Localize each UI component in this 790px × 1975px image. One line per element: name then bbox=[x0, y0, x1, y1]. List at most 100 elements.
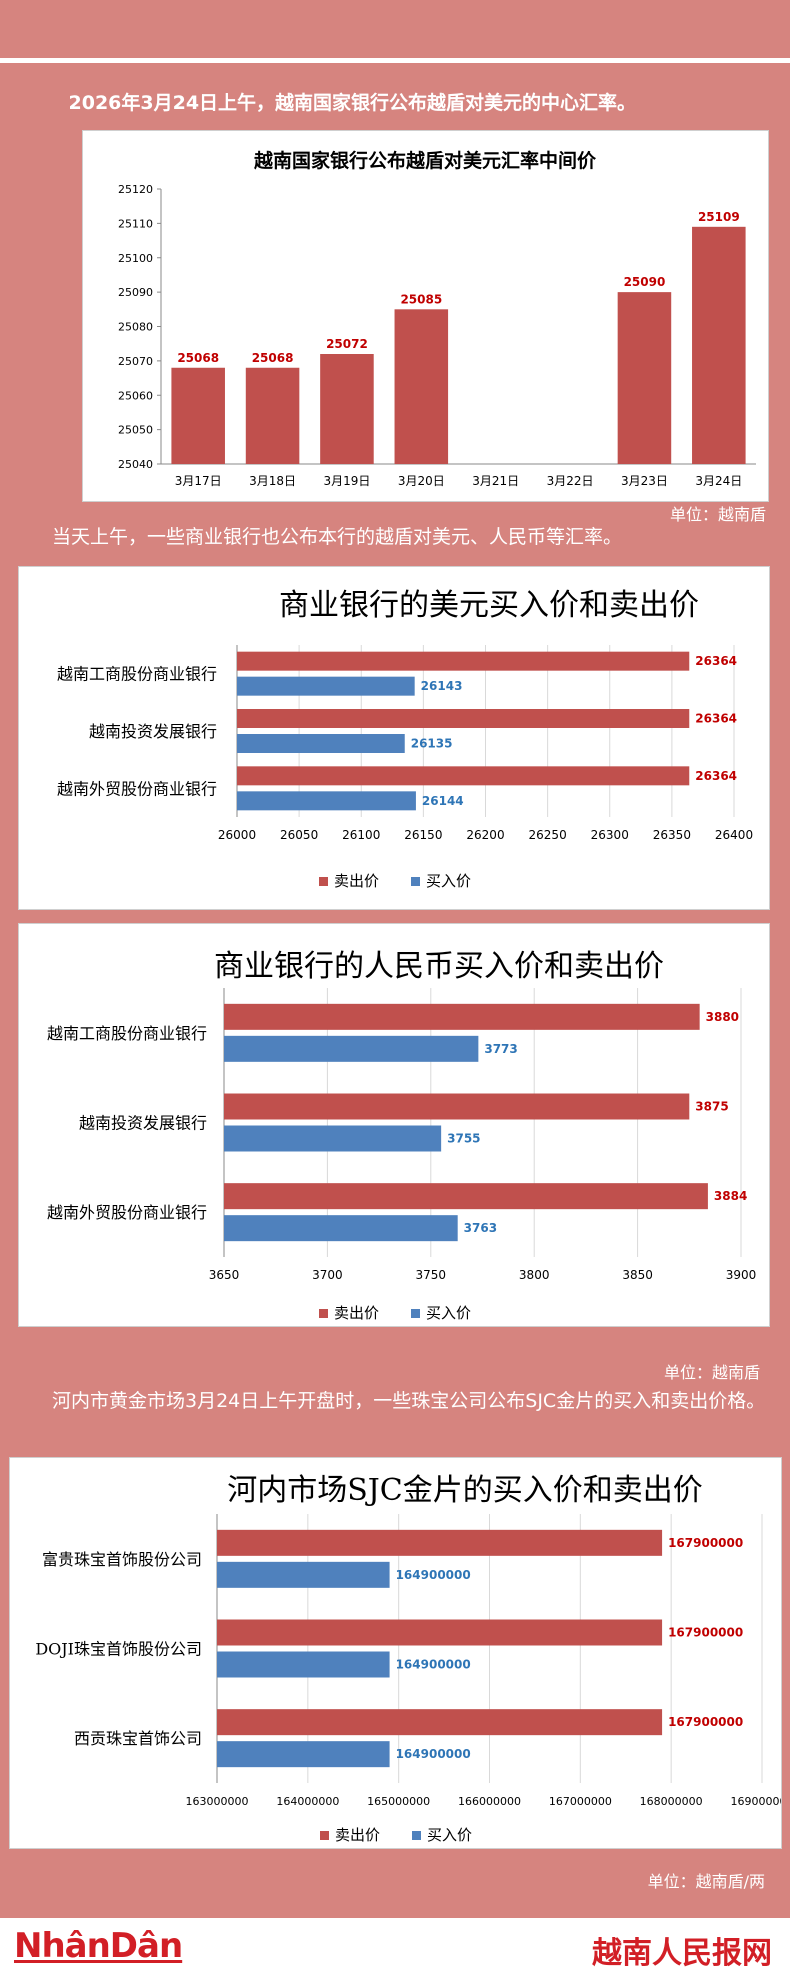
x-tick-label: 3800 bbox=[519, 1268, 550, 1282]
bar-value-label: 3773 bbox=[484, 1042, 517, 1056]
legend-swatch bbox=[319, 877, 328, 886]
buy-bar bbox=[237, 734, 405, 753]
bar-value-label: 25072 bbox=[326, 337, 368, 351]
legend-label: 卖出价 bbox=[335, 1826, 380, 1844]
x-tick-label: 26250 bbox=[529, 828, 567, 842]
x-tick-label: 3900 bbox=[726, 1268, 757, 1282]
bar-value-label: 25090 bbox=[624, 275, 666, 289]
buy-bar bbox=[224, 1035, 479, 1062]
buy-bar bbox=[237, 676, 415, 696]
x-tick-label: 26100 bbox=[342, 828, 380, 842]
category-label: 西贡珠宝首饰公司 bbox=[74, 1729, 202, 1748]
y-tick-label: 25070 bbox=[118, 355, 153, 368]
chart-title: 商业银行的美元买入价和卖出价 bbox=[279, 588, 699, 623]
x-tick-label: 3月19日 bbox=[323, 474, 370, 488]
category-label: 越南外贸股份商业银行 bbox=[57, 779, 217, 798]
x-tick-label: 164000000 bbox=[276, 1795, 339, 1808]
y-tick-label: 25100 bbox=[118, 252, 153, 265]
category-label: 越南工商股份商业银行 bbox=[57, 665, 217, 684]
sell-bar bbox=[224, 1003, 700, 1030]
usd-buy-sell-chart: 商业银行的美元买入价和卖出价 26000 26050 26100 26150 26200 2… bbox=[57, 588, 753, 890]
bar-value-label: 3763 bbox=[464, 1221, 497, 1235]
y-tick-label: 25060 bbox=[118, 389, 153, 402]
site-name-logo[interactable]: 越南人民报网 bbox=[592, 1936, 772, 1971]
bar-value-label: 26364 bbox=[695, 712, 737, 726]
sell-bar bbox=[237, 766, 690, 786]
category-label: 越南外贸股份商业银行 bbox=[47, 1203, 207, 1222]
x-tick-label: 163000000 bbox=[186, 1795, 249, 1808]
legend-swatch bbox=[319, 1309, 328, 1318]
sell-bar bbox=[224, 1183, 708, 1210]
x-tick-label: 167000000 bbox=[549, 1795, 612, 1808]
bar-value-label: 3880 bbox=[706, 1010, 739, 1024]
legend-label: 卖出价 bbox=[334, 1304, 379, 1322]
bar bbox=[692, 226, 746, 464]
legend-swatch bbox=[412, 1831, 421, 1840]
buy-bar bbox=[217, 1561, 390, 1588]
x-tick-label: 3月21日 bbox=[472, 474, 519, 488]
x-tick-label: 26150 bbox=[404, 828, 442, 842]
bar-value-label: 167900000 bbox=[668, 1715, 743, 1729]
x-tick-label: 165000000 bbox=[367, 1795, 430, 1808]
chart-panel-usd: 商业银行的美元买入价和卖出价 26000 26050 26100 26150 26200 2… bbox=[18, 566, 770, 910]
bar-value-label: 3755 bbox=[447, 1132, 480, 1146]
top-divider bbox=[0, 58, 790, 63]
sell-bar bbox=[237, 651, 690, 671]
chart-panel-central-rate: 越南国家银行公布越盾对美元汇率中间价 25040 25050 25060 25070 25… bbox=[82, 130, 769, 502]
y-tick-label: 25120 bbox=[118, 183, 153, 196]
bar-value-label: 26143 bbox=[421, 679, 463, 693]
legend-label: 卖出价 bbox=[334, 872, 379, 890]
category-label: 越南投资发展银行 bbox=[79, 1114, 207, 1133]
sell-bar bbox=[217, 1529, 663, 1556]
chart-title: 河内市场SJC金片的买入价和卖出价 bbox=[227, 1473, 703, 1508]
bar-value-label: 3875 bbox=[695, 1100, 728, 1114]
bar-value-label: 25068 bbox=[177, 351, 219, 365]
unit-label-1: 单位：越南盾 bbox=[669, 505, 766, 524]
x-tick-label: 26000 bbox=[218, 828, 256, 842]
nhandan-logo[interactable]: NhânDân bbox=[14, 1926, 183, 1966]
x-tick-label: 168000000 bbox=[640, 1795, 703, 1808]
chart-title: 越南国家银行公布越盾对美元汇率中间价 bbox=[253, 149, 597, 172]
bar-value-label: 26135 bbox=[411, 737, 453, 751]
buy-bar bbox=[224, 1125, 442, 1152]
chart-panel-gold: 河内市场SJC金片的买入价和卖出价 163000000 164000000 16500… bbox=[9, 1457, 782, 1849]
bar bbox=[171, 367, 225, 464]
x-tick-label: 26350 bbox=[653, 828, 691, 842]
category-label: DOJI珠宝首饰股份公司 bbox=[35, 1640, 202, 1659]
gold-buy-sell-chart: 河内市场SJC金片的买入价和卖出价 163000000 164000000 16500… bbox=[35, 1473, 782, 1844]
sell-bar bbox=[217, 1709, 663, 1736]
bar-value-label: 164900000 bbox=[396, 1747, 471, 1761]
x-tick-label: 3750 bbox=[416, 1268, 447, 1282]
category-label: 富贵珠宝首饰股份公司 bbox=[42, 1550, 202, 1569]
x-tick-label: 169000000 bbox=[731, 1795, 782, 1808]
y-tick-label: 25110 bbox=[118, 217, 153, 230]
x-tick-label: 26400 bbox=[715, 828, 753, 842]
bar-value-label: 26364 bbox=[695, 654, 737, 668]
intro-paragraph-1: 2026年3月24日上午，越南国家银行公布越盾对美元的中心汇率。 bbox=[68, 92, 637, 114]
bar-value-label: 3884 bbox=[714, 1189, 747, 1203]
chart-panel-cny: 商业银行的人民币买入价和卖出价 3650 3700 3750 3800 3850 3900 越… bbox=[18, 923, 770, 1327]
central-rate-chart: 越南国家银行公布越盾对美元汇率中间价 25040 25050 25060 25070 25… bbox=[118, 149, 756, 488]
legend-swatch bbox=[411, 877, 420, 886]
unit-label-2: 单位：越南盾 bbox=[663, 1363, 760, 1382]
bar bbox=[245, 367, 300, 464]
buy-bar bbox=[224, 1215, 458, 1242]
legend-label: 买入价 bbox=[426, 1304, 471, 1322]
x-tick-label: 3650 bbox=[209, 1268, 240, 1282]
bar-value-label: 167900000 bbox=[668, 1626, 743, 1640]
bar bbox=[320, 354, 374, 464]
bar-value-label: 164900000 bbox=[396, 1568, 471, 1582]
bar-value-label: 164900000 bbox=[396, 1658, 471, 1672]
y-tick-label: 25090 bbox=[118, 286, 153, 299]
x-tick-label: 3月24日 bbox=[695, 474, 742, 488]
y-tick-label: 25080 bbox=[118, 321, 153, 334]
x-tick-label: 3月23日 bbox=[621, 474, 668, 488]
footer-bar: NhânDân 越南人民报网 bbox=[0, 1918, 790, 1975]
bar-value-label: 25068 bbox=[252, 351, 294, 365]
intro-paragraph-2: 当天上午，一些商业银行也公布本行的越盾对美元、人民币等汇率。 bbox=[52, 526, 623, 548]
intro-paragraph-3: 河内市黄金市场3月24日上午开盘时，一些珠宝公司公布SJC金片的买入和卖出价格。 bbox=[52, 1390, 766, 1412]
x-tick-label: 3700 bbox=[312, 1268, 343, 1282]
x-tick-label: 3850 bbox=[622, 1268, 653, 1282]
x-tick-label: 3月17日 bbox=[175, 474, 222, 488]
bar-value-label: 26144 bbox=[422, 794, 464, 808]
